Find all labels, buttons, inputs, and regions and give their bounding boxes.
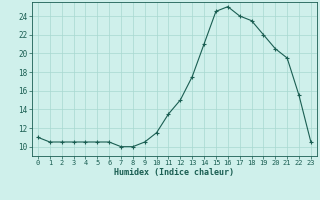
X-axis label: Humidex (Indice chaleur): Humidex (Indice chaleur) <box>115 168 234 177</box>
